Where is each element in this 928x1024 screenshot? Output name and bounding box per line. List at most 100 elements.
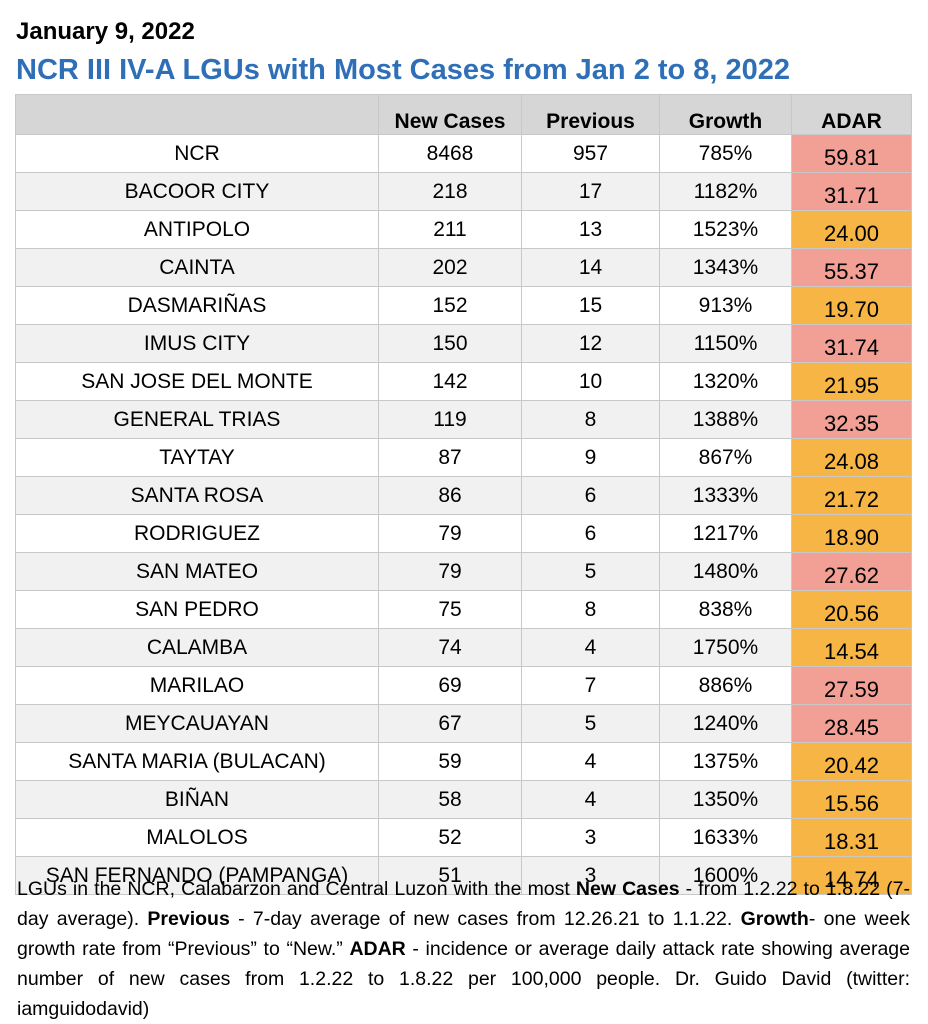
cell-adar: 18.31 [791, 818, 912, 857]
footnote-text: - from 1.2.22 to 1.8.22 (7-day average). [17, 878, 911, 930]
table-row: SAN MATEO 79 5 1480% 27.62 [15, 552, 912, 591]
header-growth: Growth [659, 94, 792, 135]
cell-adar: 21.72 [791, 476, 912, 515]
report-date: January 9, 2022 [16, 18, 195, 45]
cell-lgu: MEYCAUAYAN [15, 704, 379, 743]
table-row: MALOLOS 52 3 1633% 18.31 [15, 818, 912, 857]
cell-previous: 6 [521, 514, 660, 553]
cell-new-cases: 79 [378, 514, 522, 553]
cell-adar: 31.74 [791, 324, 912, 363]
cell-previous: 12 [521, 324, 660, 363]
cases-table: New Cases Previous Growth ADAR NCR 8468 95… [15, 94, 912, 895]
cell-previous: 9 [521, 438, 660, 477]
cell-growth: 1388% [659, 400, 792, 439]
cell-previous: 10 [521, 362, 660, 401]
table-row: TAYTAY 87 9 867% 24.08 [15, 438, 912, 477]
table-row: MARILAO 69 7 886% 27.59 [15, 666, 912, 705]
cell-adar: 19.70 [791, 286, 912, 325]
cell-new-cases: 150 [378, 324, 522, 363]
table-row: CALAMBA 74 4 1750% 14.54 [15, 628, 912, 667]
cell-lgu: SAN MATEO [15, 552, 379, 591]
cell-new-cases: 152 [378, 286, 522, 325]
cell-previous: 3 [521, 856, 660, 895]
cell-new-cases: 74 [378, 628, 522, 667]
table-row: ANTIPOLO 211 13 1523% 24.00 [15, 210, 912, 249]
cell-new-cases: 8468 [378, 134, 522, 173]
cell-previous: 4 [521, 628, 660, 667]
cell-adar: 14.74 [791, 856, 912, 895]
cell-growth: 785% [659, 134, 792, 173]
cell-previous: 15 [521, 286, 660, 325]
cell-growth: 1182% [659, 172, 792, 211]
cell-lgu: RODRIGUEZ [15, 514, 379, 553]
table-row: SANTA ROSA 86 6 1333% 21.72 [15, 476, 912, 515]
cell-adar: 24.00 [791, 210, 912, 249]
cell-previous: 4 [521, 780, 660, 819]
header-adar: ADAR [791, 94, 912, 135]
cell-growth: 1333% [659, 476, 792, 515]
cell-growth: 913% [659, 286, 792, 325]
footnote-text: - incidence or average daily attack rate… [17, 938, 910, 1020]
cell-growth: 1320% [659, 362, 792, 401]
cell-adar: 18.90 [791, 514, 912, 553]
cell-growth: 1750% [659, 628, 792, 667]
cell-lgu: TAYTAY [15, 438, 379, 477]
table-row: BACOOR CITY 218 17 1182% 31.71 [15, 172, 912, 211]
cell-new-cases: 119 [378, 400, 522, 439]
cell-adar: 55.37 [791, 248, 912, 287]
cell-lgu: ANTIPOLO [15, 210, 379, 249]
cell-adar: 24.08 [791, 438, 912, 477]
report-title: NCR III IV-A LGUs with Most Cases from J… [16, 54, 791, 86]
footnote-text: - one week growth rate from “Previous” t… [17, 908, 910, 960]
cell-adar: 14.54 [791, 628, 912, 667]
cell-growth: 1633% [659, 818, 792, 857]
header-previous: Previous [521, 94, 660, 135]
cell-new-cases: 87 [378, 438, 522, 477]
cell-new-cases: 79 [378, 552, 522, 591]
cell-lgu: SAN JOSE DEL MONTE [15, 362, 379, 401]
cell-growth: 838% [659, 590, 792, 629]
footnote-term-previous: Previous [147, 908, 230, 930]
cell-growth: 1217% [659, 514, 792, 553]
cell-previous: 5 [521, 552, 660, 591]
cell-previous: 8 [521, 590, 660, 629]
cell-growth: 1523% [659, 210, 792, 249]
cell-new-cases: 52 [378, 818, 522, 857]
cell-previous: 4 [521, 742, 660, 781]
table-row: IMUS CITY 150 12 1150% 31.74 [15, 324, 912, 363]
cell-new-cases: 86 [378, 476, 522, 515]
table-row: DASMARIÑAS 152 15 913% 19.70 [15, 286, 912, 325]
table-row: GENERAL TRIAS 119 8 1388% 32.35 [15, 400, 912, 439]
table-row: CAINTA 202 14 1343% 55.37 [15, 248, 912, 287]
cell-lgu: GENERAL TRIAS [15, 400, 379, 439]
footnote: LGUs in the NCR, Calabarzon and Central … [17, 874, 910, 1024]
footnote-term-adar: ADAR [349, 938, 406, 960]
cell-growth: 1150% [659, 324, 792, 363]
cell-previous: 14 [521, 248, 660, 287]
table-row: MEYCAUAYAN 67 5 1240% 28.45 [15, 704, 912, 743]
cell-adar: 31.71 [791, 172, 912, 211]
cell-adar: 21.95 [791, 362, 912, 401]
footnote-term-new-cases: New Cases [575, 878, 680, 900]
cell-growth: 1240% [659, 704, 792, 743]
table-row: BIÑAN 58 4 1350% 15.56 [15, 780, 912, 819]
cell-new-cases: 142 [378, 362, 522, 401]
cell-lgu: BACOOR CITY [15, 172, 379, 211]
cell-adar: 59.81 [791, 134, 912, 173]
cell-lgu: MALOLOS [15, 818, 379, 857]
table-row: RODRIGUEZ 79 6 1217% 18.90 [15, 514, 912, 553]
table-header-row: New Cases Previous Growth ADAR [15, 94, 912, 135]
table-row: SANTA MARIA (BULACAN) 59 4 1375% 20.42 [15, 742, 912, 781]
cell-new-cases: 75 [378, 590, 522, 629]
cell-lgu: IMUS CITY [15, 324, 379, 363]
cell-lgu: MARILAO [15, 666, 379, 705]
cell-adar: 28.45 [791, 704, 912, 743]
cell-previous: 8 [521, 400, 660, 439]
cell-lgu: SANTA MARIA (BULACAN) [15, 742, 379, 781]
cell-lgu: NCR [15, 134, 379, 173]
cell-growth: 867% [659, 438, 792, 477]
cell-previous: 7 [521, 666, 660, 705]
cell-new-cases: 67 [378, 704, 522, 743]
cell-adar: 32.35 [791, 400, 912, 439]
cell-previous: 6 [521, 476, 660, 515]
